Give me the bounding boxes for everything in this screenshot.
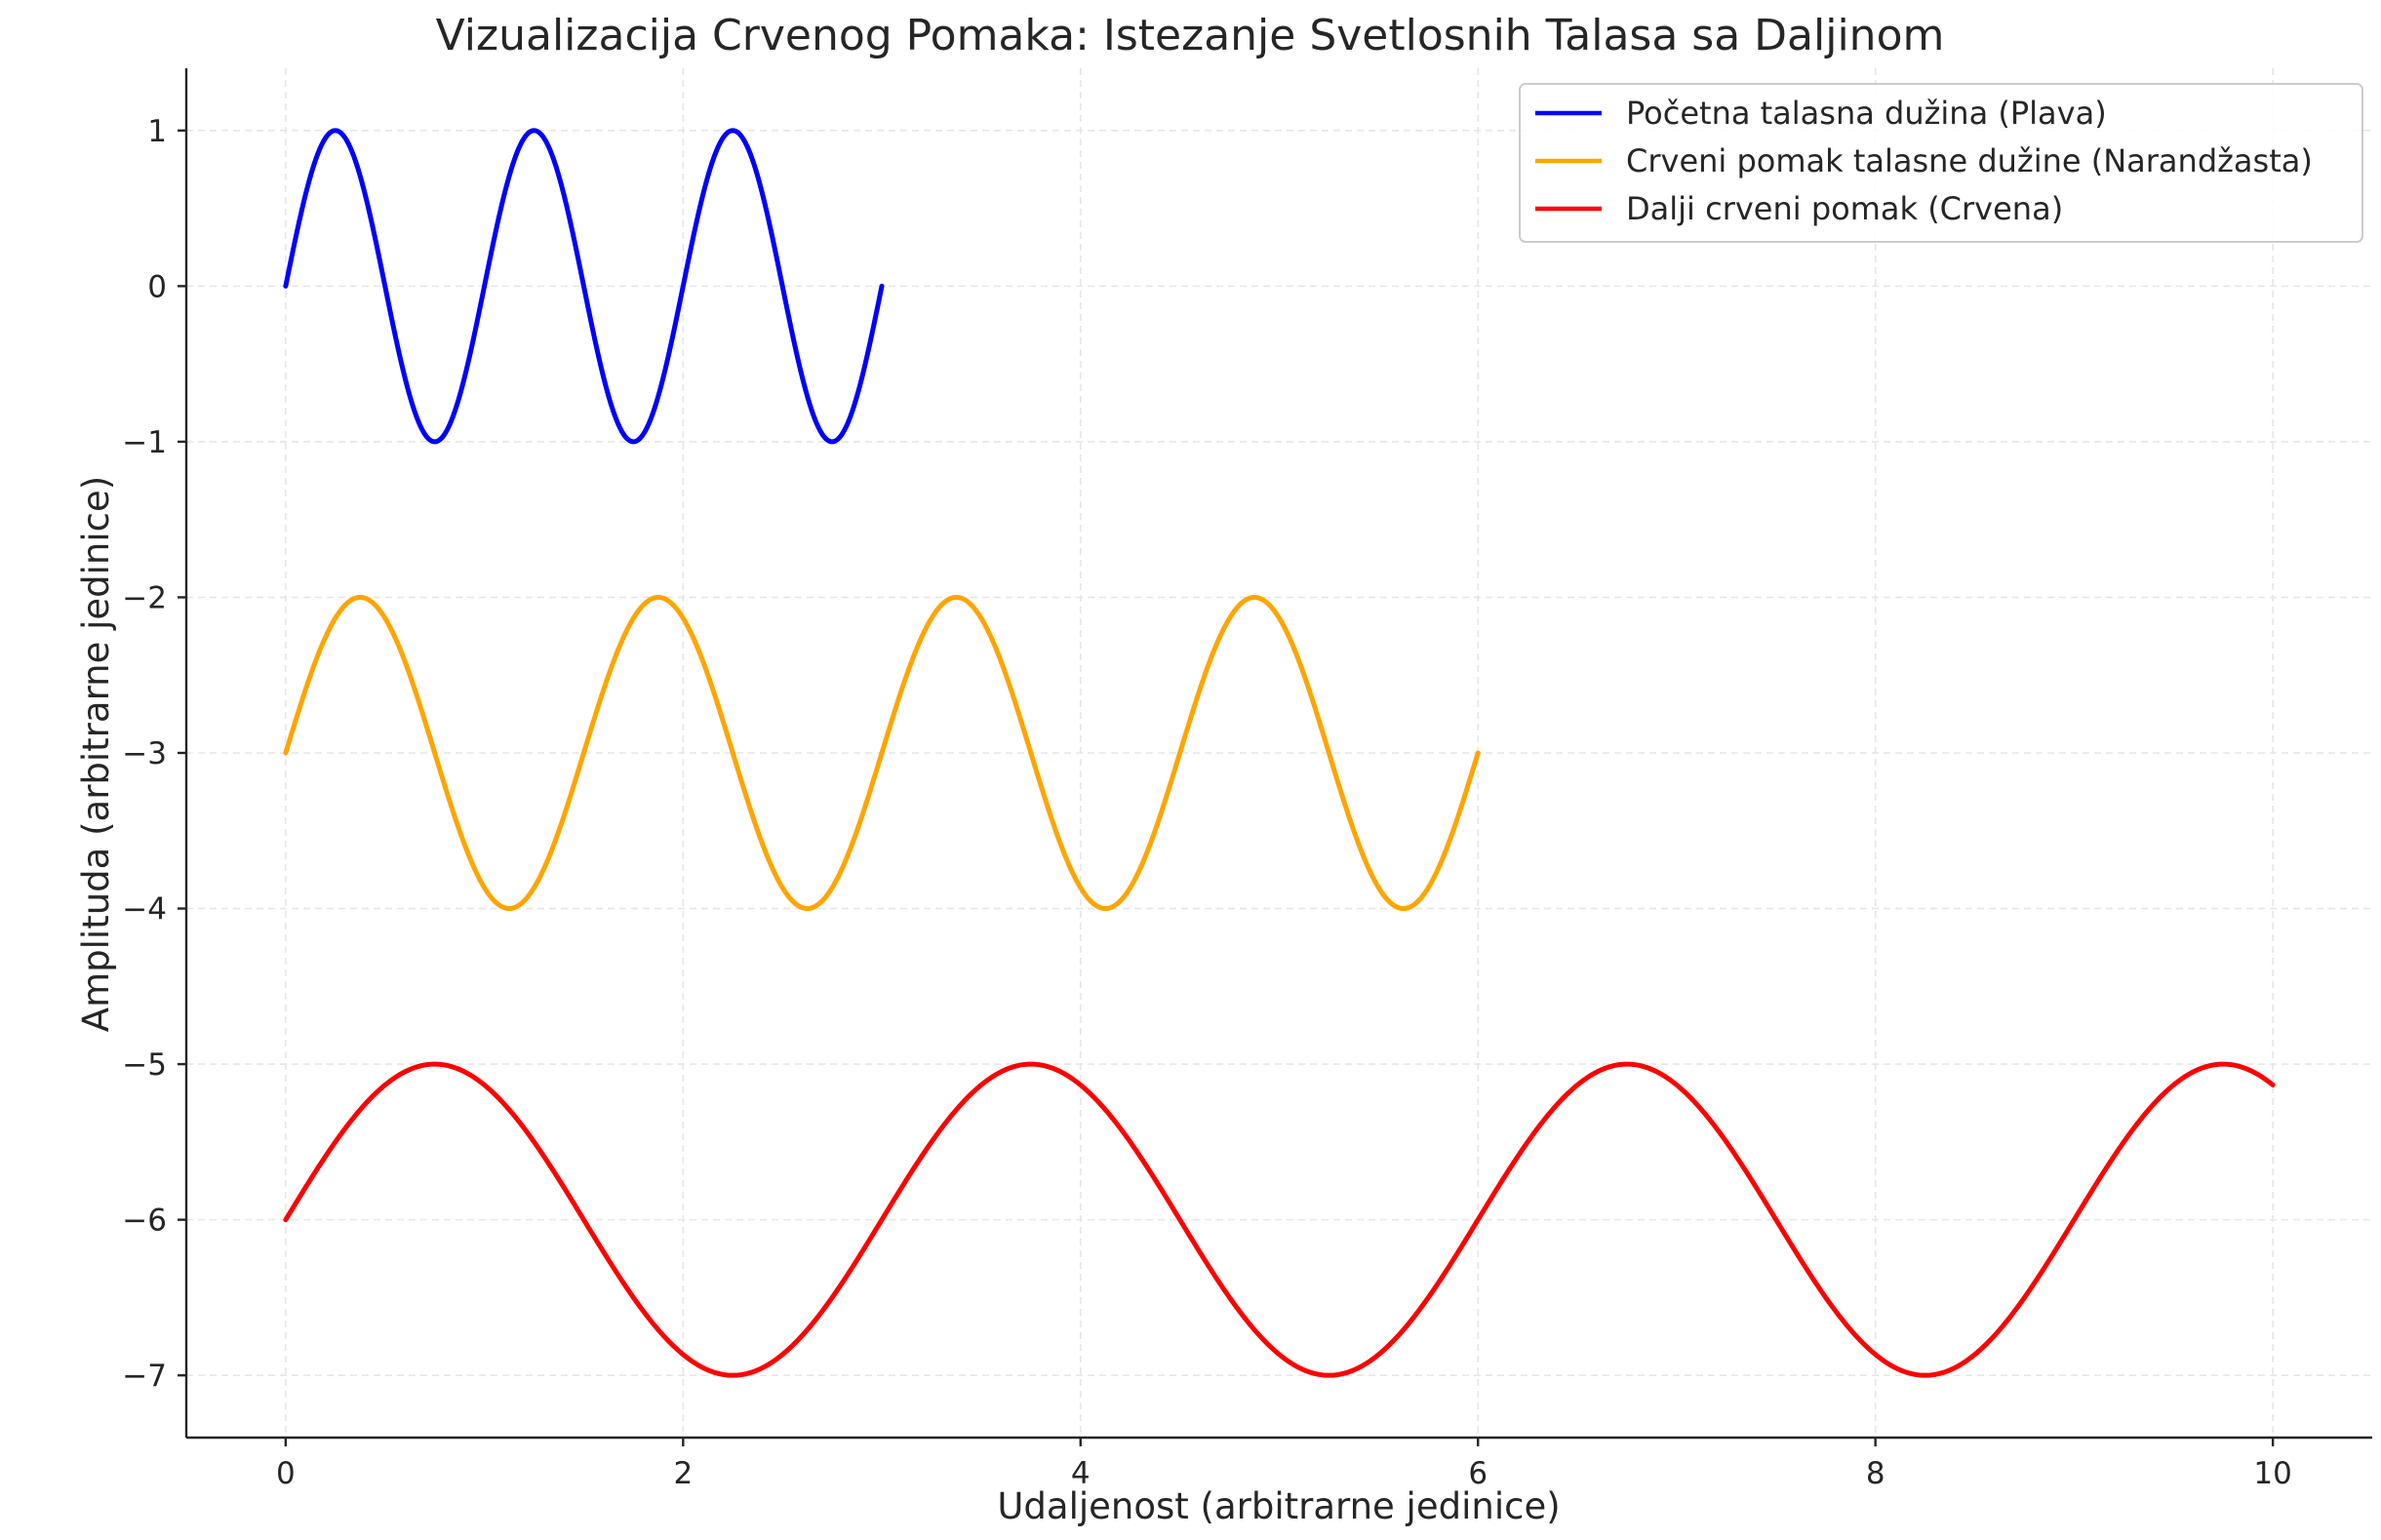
- y-tick-label: −5: [122, 1047, 167, 1083]
- x-tick-label: 4: [1071, 1456, 1091, 1491]
- y-tick-label: 1: [147, 114, 167, 149]
- chart-title: Vizualizacija Crvenog Pomaka: Istezanje …: [436, 11, 1945, 60]
- legend-box: [1519, 83, 2363, 243]
- x-tick-label: 8: [1866, 1456, 1885, 1491]
- x-tick-label: 0: [276, 1456, 296, 1491]
- y-tick-label: −2: [122, 580, 167, 615]
- x-tick-label: 6: [1468, 1456, 1488, 1491]
- legend: Početna talasna dužina (Plava) Crveni po…: [1519, 83, 2363, 243]
- series-line-2: [283, 1061, 2276, 1378]
- x-axis-label: Udaljenost (arbitrarne jedinice): [997, 1485, 1560, 1527]
- y-tick-label: −7: [122, 1359, 167, 1394]
- x-tick-label: 2: [673, 1456, 693, 1491]
- y-ticks: 1 0 −1 −2 −3 −4 −5 −6 −7: [122, 114, 186, 1394]
- grid: [186, 68, 2372, 1438]
- x-ticks: 0 2 4 6 8 10: [276, 1438, 2292, 1491]
- y-axis-label: Amplituda (arbitrarne jedinice): [75, 476, 117, 1032]
- y-tick-label: 0: [147, 269, 167, 304]
- series-group: [283, 128, 2276, 1378]
- legend-label-0: Početna talasna dužina (Plava): [1626, 95, 2107, 132]
- y-tick-label: −6: [122, 1204, 167, 1239]
- series-line-0: [283, 128, 885, 445]
- series-line-1: [283, 594, 1481, 912]
- legend-label-2: Dalji crveni pomak (Crvena): [1626, 190, 2063, 227]
- legend-label-1: Crveni pomak talasne dužine (Narandžasta…: [1626, 142, 2313, 179]
- y-tick-label: −1: [122, 425, 167, 460]
- x-tick-label: 10: [2253, 1456, 2291, 1491]
- y-tick-label: −4: [122, 892, 167, 928]
- y-tick-label: −3: [122, 736, 167, 771]
